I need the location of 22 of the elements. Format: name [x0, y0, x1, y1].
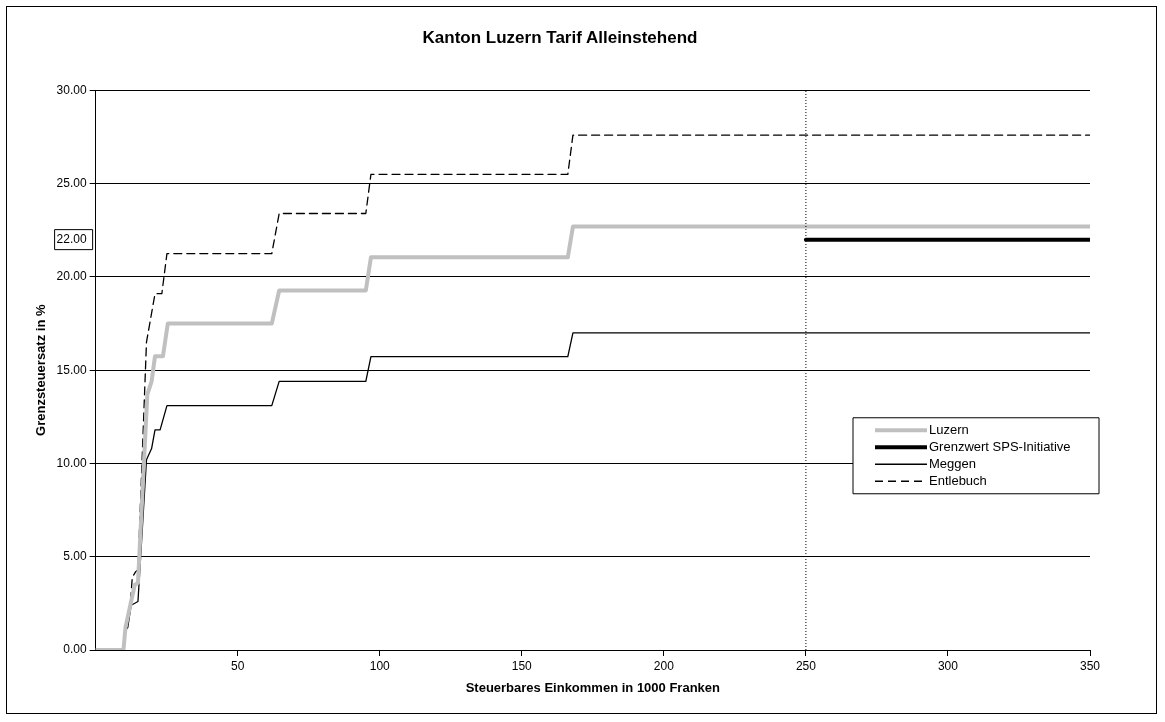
x-axis-title: Steuerbares Einkommen in 1000 Franken: [465, 679, 721, 695]
y-tick-label: 0.00: [63, 642, 87, 657]
y-tick-label: 22.00: [56, 231, 87, 246]
legend-label: Luzern: [929, 421, 969, 437]
legend-label: Entlebuch: [929, 472, 987, 488]
x-tick-label: 50: [231, 658, 245, 673]
y-tick-label: 15.00: [56, 362, 87, 377]
y-tick-label: 10.00: [56, 455, 87, 470]
x-tick-label: 300: [937, 658, 959, 673]
y-tick-label: 30.00: [56, 82, 87, 97]
y-tick-label: 25.00: [56, 175, 87, 190]
y-tick-label: 20.00: [56, 269, 87, 284]
x-tick-label: 100: [369, 658, 391, 673]
legend-label: Grenzwert SPS-Initiative: [929, 438, 1071, 454]
y-tick-label: 5.00: [63, 549, 87, 564]
x-tick-label: 250: [795, 658, 817, 673]
x-tick-label: 350: [1079, 658, 1101, 673]
x-tick-label: 200: [653, 658, 675, 673]
chart-title: Kanton Luzern Tarif Alleinstehend: [422, 27, 698, 47]
legend-label: Meggen: [929, 455, 976, 471]
y-axis-title: Grenzsteuersatz in %: [33, 304, 49, 436]
x-tick-label: 150: [511, 658, 533, 673]
